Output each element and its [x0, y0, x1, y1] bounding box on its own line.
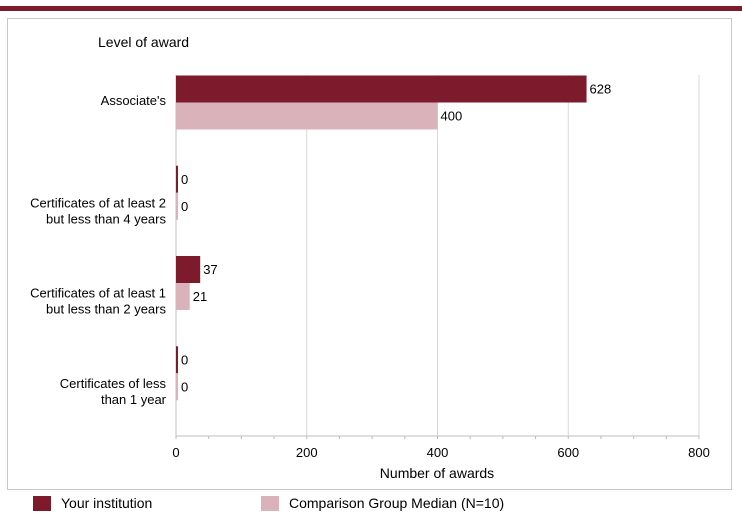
- legend-swatch-your-institution: [33, 495, 51, 511]
- bars: [176, 75, 587, 401]
- bar-comparison-median: [176, 373, 178, 401]
- category-label: Associate's: [101, 93, 167, 108]
- top-accent-rule: [0, 6, 742, 11]
- x-tick-label: 400: [427, 445, 449, 460]
- x-tick-label: 0: [172, 445, 179, 460]
- category-label: than 1 year: [101, 392, 167, 407]
- value-label: 400: [441, 109, 463, 124]
- legend-item-your-institution: Your institution: [33, 495, 152, 511]
- chart-title: Level of award: [98, 34, 189, 50]
- legend-label-your-institution: Your institution: [61, 495, 153, 511]
- bar-your-institution: [176, 75, 587, 103]
- bar-comparison-median: [176, 102, 438, 130]
- bar-your-institution: [176, 256, 201, 283]
- category-label: Certificates of less: [60, 376, 167, 391]
- bar-comparison-median: [176, 283, 190, 310]
- x-tick-label: 200: [296, 445, 318, 460]
- value-label: 0: [181, 352, 188, 367]
- bar-comparison-median: [176, 192, 178, 220]
- category-label: Certificates of at least 2: [30, 195, 166, 210]
- legend-swatch-comparison-median: [261, 495, 279, 511]
- legend: Your institution Comparison Group Median…: [0, 491, 742, 516]
- category-label: Certificates of at least 1: [30, 286, 166, 301]
- x-tick-label: 600: [557, 445, 579, 460]
- x-tick-label: 800: [688, 445, 710, 460]
- value-label: 37: [203, 262, 217, 277]
- legend-item-comparison-median: Comparison Group Median (N=10): [261, 495, 504, 511]
- category-label: but less than 4 years: [46, 211, 166, 226]
- value-label: 0: [181, 172, 188, 187]
- grid-lines: [175, 75, 700, 439]
- bar-your-institution: [176, 165, 178, 193]
- value-label: 0: [181, 199, 188, 214]
- value-labels: 628 400 0 0 37 21 0 0: [181, 82, 611, 395]
- legend-label-comparison-median: Comparison Group Median (N=10): [289, 495, 505, 511]
- bar-your-institution: [176, 346, 178, 374]
- value-label: 628: [590, 82, 612, 97]
- value-label: 21: [193, 289, 207, 304]
- x-axis-label: Number of awards: [380, 465, 494, 481]
- category-label: but less than 2 years: [46, 302, 166, 317]
- x-tick-labels: 0 200 400 600 800: [172, 445, 709, 460]
- value-label: 0: [181, 379, 188, 394]
- bar-chart: Level of award Number of awards 62840000…: [30, 34, 710, 481]
